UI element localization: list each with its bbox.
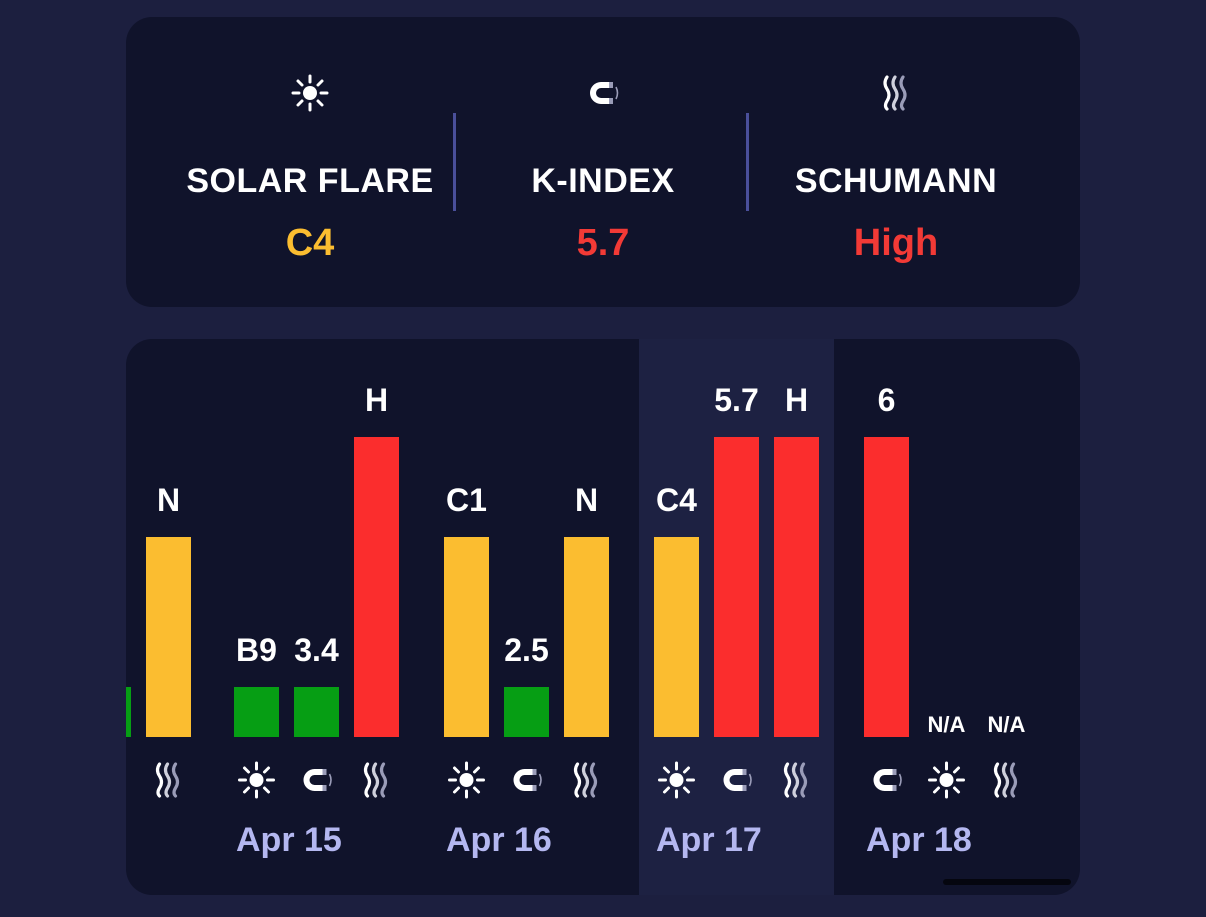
waves-icon — [993, 762, 1018, 798]
sun-icon — [163, 73, 457, 113]
bar-solar-flare — [654, 537, 699, 737]
schumann-value: High — [853, 222, 939, 264]
bar-k-index — [864, 437, 909, 737]
magnet-icon — [513, 769, 542, 791]
k-index-value: 5.7 — [576, 222, 630, 264]
bar-k-index — [126, 687, 131, 737]
waves-icon — [363, 762, 388, 798]
bar-k-index — [504, 687, 549, 737]
divider — [453, 113, 456, 211]
bar-solar-flare — [444, 537, 489, 737]
bar-k-index — [714, 437, 759, 737]
bar-schumann — [564, 537, 609, 737]
solar-flare-value: C4 — [285, 222, 335, 264]
bar-value-label: B9 — [236, 632, 277, 668]
bar-value-label: 2.5 — [504, 632, 548, 668]
bar-value-label: C4 — [656, 482, 697, 518]
divider — [746, 113, 749, 211]
bar-schumann — [146, 537, 191, 737]
bar-value-label: C1 — [446, 482, 487, 518]
bar-value-label: H — [785, 382, 808, 418]
horizontal-scroll-indicator[interactable] — [943, 879, 1071, 885]
magnet-icon — [303, 769, 332, 791]
bar-value-label: N — [575, 482, 598, 518]
k-index-summary: K-INDEX 5.7 — [456, 17, 750, 307]
bar-value-label: N/A — [988, 712, 1026, 737]
bar-value-label: 6 — [878, 382, 896, 418]
sun-icon — [238, 761, 275, 799]
solar-flare-label: SOLAR FLARE — [186, 162, 434, 200]
bar-value-label: N/A — [928, 712, 966, 737]
day-date-label: Apr 15 — [236, 821, 342, 859]
bar-k-index — [294, 687, 339, 737]
bar-solar-flare — [234, 687, 279, 737]
bar-value-label: H — [365, 382, 388, 418]
bar-schumann — [354, 437, 399, 737]
solar-flare-summary: SOLAR FLARE C4 — [163, 17, 457, 307]
waves-icon — [155, 762, 180, 798]
bar-schumann — [774, 437, 819, 737]
bar-value-label: 5.7 — [714, 382, 758, 418]
k-index-label: K-INDEX — [531, 162, 675, 200]
day-date-label: Apr 16 — [446, 821, 552, 859]
sun-icon — [928, 761, 965, 799]
magnet-icon — [456, 73, 750, 113]
sun-icon — [448, 761, 485, 799]
bar-value-label: 3.4 — [294, 632, 339, 668]
magnet-icon — [873, 769, 902, 791]
day-date-label: Apr 18 — [866, 821, 972, 859]
waves-icon — [573, 762, 598, 798]
magnet-icon — [723, 769, 752, 791]
bar-value-label: N — [157, 482, 180, 518]
waves-icon — [783, 762, 808, 798]
waves-icon — [749, 73, 1043, 113]
day-date-label: Apr 17 — [656, 821, 762, 859]
schumann-summary: SCHUMANN High — [749, 17, 1043, 307]
current-conditions-card: SOLAR FLARE C4 K-INDEX 5.7 SCHUMANN — [126, 17, 1080, 307]
schumann-label: SCHUMANN — [794, 162, 998, 200]
sun-icon — [658, 761, 695, 799]
